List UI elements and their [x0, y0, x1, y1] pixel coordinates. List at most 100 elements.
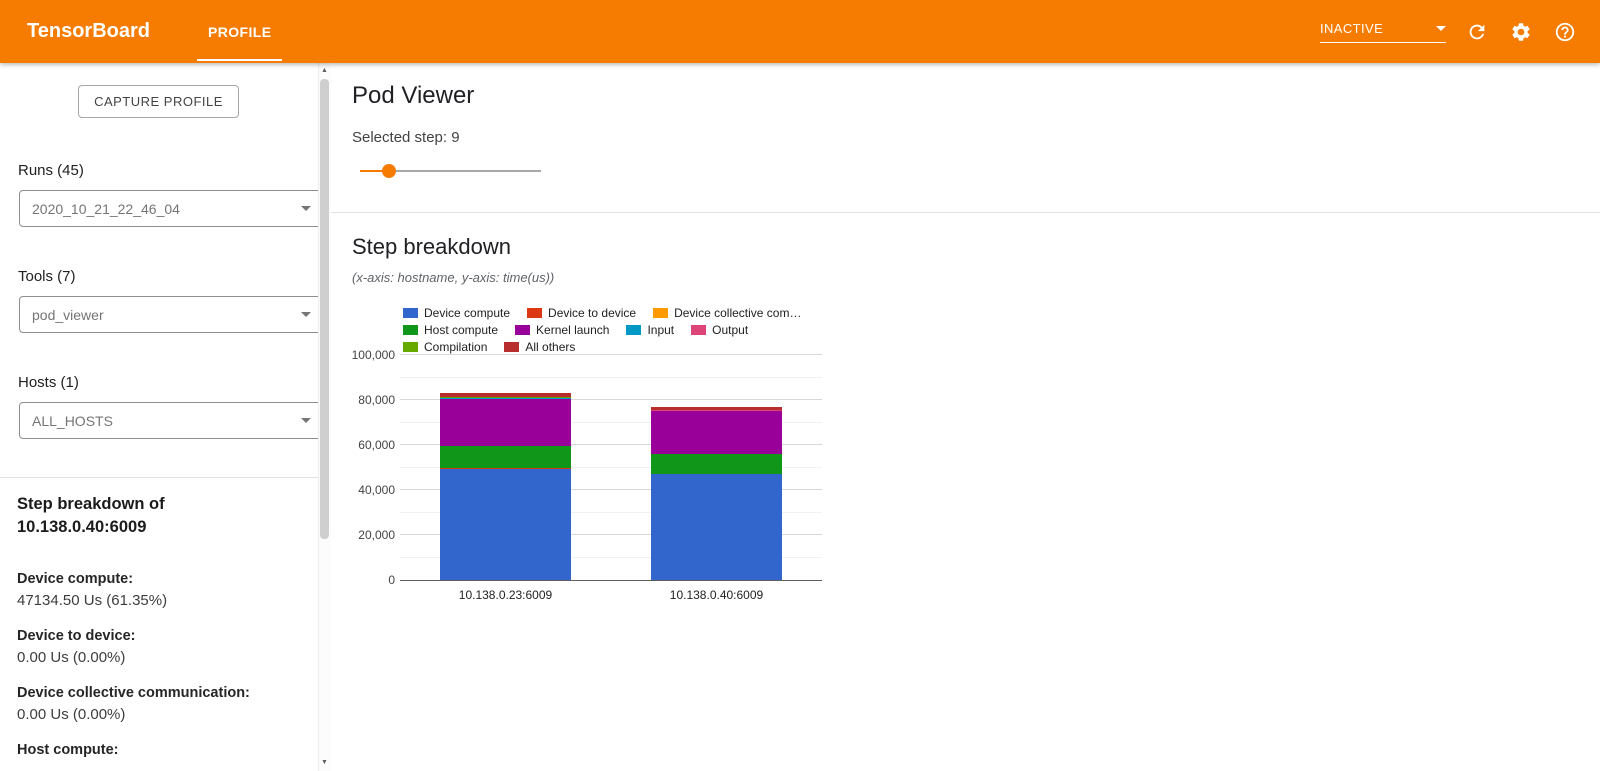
legend-swatch	[626, 325, 642, 335]
slider-fill	[360, 170, 389, 172]
bar-segment-all-others[interactable]	[651, 407, 782, 410]
legend-item-input: Input	[626, 323, 674, 337]
legend-label: Device to device	[548, 306, 637, 320]
selected-step-label: Selected step: 9	[352, 129, 460, 146]
legend-swatch	[653, 308, 669, 318]
scroll-up-icon[interactable]: ▲	[321, 67, 328, 74]
step-slider[interactable]	[360, 164, 541, 178]
active-tab-indicator	[196, 59, 283, 61]
status-dropdown[interactable]: INACTIVE	[1320, 21, 1446, 43]
tab-profile[interactable]: PROFILE	[196, 0, 283, 63]
stat-row: Device to device: 0.00 Us (0.00%)	[17, 625, 309, 669]
breakdown-heading-line1: Step breakdown of	[17, 495, 165, 513]
stat-value: 47134.50 Us (61.35%)	[17, 592, 168, 609]
stat-value: 0.00 Us (0.00%)	[17, 706, 126, 723]
gridline	[400, 421, 822, 423]
divider	[0, 477, 318, 478]
tab-profile-label: PROFILE	[207, 23, 272, 40]
bar-segment-kernel-launch[interactable]	[440, 398, 571, 447]
help-icon	[1555, 22, 1575, 41]
legend-label: Compilation	[424, 340, 488, 354]
stacked-bar-10-138-0-23-6009[interactable]	[440, 393, 571, 580]
stat-row: Host compute:	[17, 739, 309, 761]
y-tick-label: 80,000	[358, 393, 395, 407]
legend-item-all-others: All others	[504, 340, 575, 354]
gridline	[400, 399, 822, 400]
x-tick-label: 10.138.0.23:6009	[458, 588, 553, 602]
stacked-bar-10-138-0-40-6009[interactable]	[651, 407, 782, 580]
x-tick-label: 10.138.0.40:6009	[669, 588, 764, 602]
status-dropdown-value: INACTIVE	[1320, 20, 1384, 36]
stat-row: Device collective communication: 0.00 Us …	[17, 682, 309, 726]
legend-swatch	[403, 325, 418, 335]
sidebar-stats: Device compute: 47134.50 Us (61.35%) Devic…	[17, 568, 309, 771]
legend-item-kernel-launch: Kernel launch	[515, 323, 609, 337]
legend-swatch	[504, 342, 520, 352]
bar-segment-all-others[interactable]	[440, 393, 571, 398]
app-title: TensorBoard	[27, 20, 150, 42]
gridline	[400, 556, 822, 558]
legend-label: Kernel launch	[536, 323, 610, 337]
hosts-select[interactable]: ALL_HOSTS	[19, 402, 318, 439]
gridline	[400, 444, 822, 445]
help-button[interactable]	[1552, 19, 1578, 45]
page-title: Pod Viewer	[352, 82, 475, 109]
capture-profile-button[interactable]: CAPTURE PROFILE	[78, 85, 239, 118]
main-content: Pod Viewer Selected step: 9 Step breakdo…	[331, 63, 1600, 771]
toolbar-actions: INACTIVE	[1320, 19, 1578, 45]
y-tick-label: 0	[388, 573, 395, 587]
y-tick-label: 60,000	[358, 438, 395, 452]
legend-label: Device collective com…	[674, 306, 802, 320]
legend-swatch	[691, 325, 707, 335]
hosts-select-value: ALL_HOSTS	[32, 412, 113, 429]
legend-label: All others	[525, 340, 576, 354]
stat-label: Device compute:	[17, 571, 134, 587]
breakdown-heading: Step breakdown of 10.138.0.40:6009	[17, 493, 302, 539]
bar-segment-device-compute[interactable]	[651, 473, 782, 580]
settings-button[interactable]	[1508, 19, 1534, 45]
refresh-button[interactable]	[1464, 19, 1490, 45]
scroll-down-icon[interactable]: ▼	[321, 759, 328, 766]
stat-row: Device compute: 47134.50 Us (61.35%)	[17, 568, 309, 612]
y-tick-label: 40,000	[358, 483, 395, 497]
bar-segment-compilation[interactable]	[440, 397, 571, 398]
runs-label: Runs (45)	[18, 162, 84, 179]
gridline	[400, 376, 822, 378]
bar-segment-host-compute[interactable]	[651, 453, 782, 474]
legend-item-compilation: Compilation	[403, 340, 487, 354]
section-subtitle: (x-axis: hostname, y-axis: time(us))	[352, 270, 555, 285]
legend-swatch	[403, 308, 418, 318]
chart-legend: Device compute Device to device Device col…	[403, 306, 827, 354]
toolbar: TensorBoard PROFILE INACTIVE	[0, 0, 1600, 63]
gridline	[400, 354, 822, 355]
slider-thumb[interactable]	[382, 164, 396, 178]
scrollbar-thumb[interactable]	[320, 79, 329, 539]
breakdown-heading-line2: 10.138.0.40:6009	[17, 518, 147, 536]
legend-item-output: Output	[691, 323, 748, 337]
section-title: Step breakdown	[352, 234, 511, 259]
runs-select-value: 2020_10_21_22_46_04	[32, 200, 180, 217]
bar-segment-device-compute[interactable]	[440, 468, 571, 580]
gridline	[400, 534, 822, 535]
bar-segment-output[interactable]	[440, 397, 571, 399]
stat-label: Host compute:	[17, 742, 119, 758]
legend-swatch	[527, 308, 543, 318]
tools-select-value: pod_viewer	[32, 306, 104, 323]
divider	[331, 212, 1600, 213]
runs-select[interactable]: 2020_10_21_22_46_04	[19, 190, 318, 227]
legend-swatch	[515, 325, 531, 335]
sidebar: CAPTURE PROFILE Runs (45) 2020_10_21_22_…	[0, 63, 318, 771]
slider-track[interactable]	[360, 170, 541, 172]
legend-item-host-compute: Host compute	[403, 323, 498, 337]
refresh-icon	[1469, 24, 1485, 39]
bar-segment-host-compute[interactable]	[440, 446, 571, 469]
bar-segment-output[interactable]	[651, 410, 782, 411]
legend-item-device-to-device: Device to device	[527, 306, 636, 320]
gridline	[400, 489, 822, 490]
legend-label: Host compute	[424, 323, 499, 337]
legend-swatch	[403, 342, 418, 352]
tools-select[interactable]: pod_viewer	[19, 296, 318, 333]
y-tick-label: 20,000	[358, 528, 395, 542]
bar-segment-kernel-launch[interactable]	[651, 410, 782, 454]
